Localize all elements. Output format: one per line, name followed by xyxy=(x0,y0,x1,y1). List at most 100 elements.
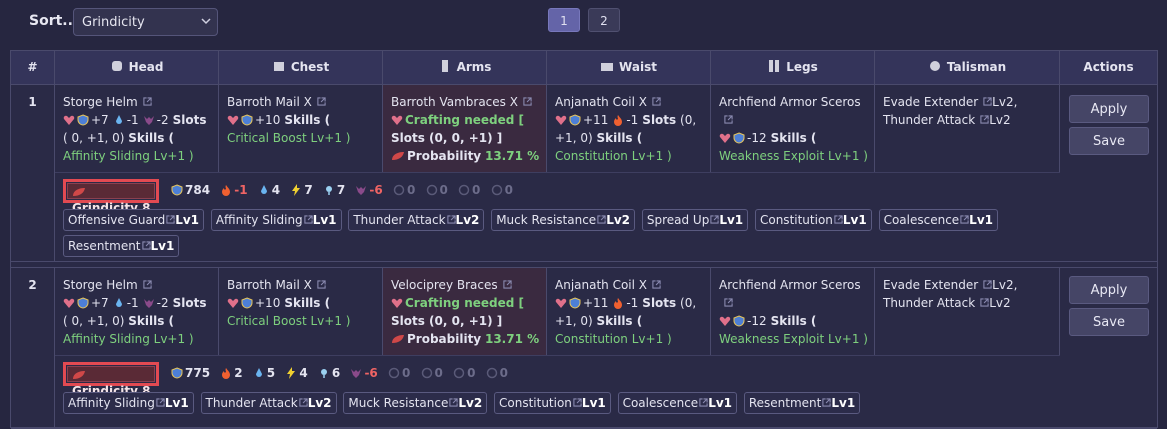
grindicity-icon xyxy=(72,187,86,197)
affinity-icon xyxy=(719,132,731,144)
arms-cell: Velociprey Braces Crafting needed [ Slot… xyxy=(383,268,547,355)
ice-icon xyxy=(318,367,330,379)
header-legs: Legs xyxy=(711,51,875,84)
skill-chip[interactable]: Coalescence Lv1 xyxy=(878,209,998,231)
shield-icon xyxy=(77,297,89,309)
affinity-icon xyxy=(63,297,75,309)
save-button[interactable]: Save xyxy=(1069,308,1149,336)
skill-chip[interactable]: Muck Resistance Lv2 xyxy=(491,209,636,231)
waist-cell: Anjanath Coil X +11 -1 Slots (0, +1, 0) Sk… xyxy=(547,85,711,172)
affinity-icon xyxy=(63,114,75,126)
fire-icon xyxy=(220,184,232,196)
chest-armor-icon xyxy=(273,62,284,71)
skill-chip[interactable]: Constitution Lv1 xyxy=(754,209,872,231)
external-link-icon[interactable] xyxy=(317,97,326,106)
sort-selected-value: Grindicity xyxy=(82,15,145,30)
chest-cell: Barroth Mail X +10 Skills ( Critical Boos… xyxy=(219,268,383,355)
grindicity-badge: Grindicity 8 xyxy=(63,362,159,398)
skill-chip[interactable]: Thunder Attack Lv2 xyxy=(348,209,485,231)
external-link-icon[interactable] xyxy=(503,280,512,289)
fire-icon xyxy=(612,297,624,309)
skill-list: Offensive Guard Lv1 Affinity Sliding Lv1 T… xyxy=(63,209,1053,261)
leg-armor-icon xyxy=(769,60,780,72)
shield-icon xyxy=(241,297,253,309)
row-number: 2 xyxy=(11,268,55,428)
skill-chip[interactable]: Affinity Sliding Lv1 xyxy=(210,209,342,231)
resist-icon xyxy=(426,184,438,196)
head-cell: Storge Helm +7 -1 -2 Slots ( 0, +1, 0) Skil… xyxy=(55,268,219,355)
external-link-icon xyxy=(960,215,969,224)
sort-select[interactable]: Grindicity xyxy=(73,8,218,36)
fire-icon xyxy=(220,367,232,379)
skill-chip[interactable]: Coalescence Lv1 xyxy=(617,392,738,414)
external-link-icon xyxy=(573,398,582,407)
skill-chip[interactable]: Resentment Lv1 xyxy=(63,235,180,257)
external-link-icon xyxy=(449,398,458,407)
shield-icon xyxy=(77,114,89,126)
skill-chip[interactable]: Constitution Lv1 xyxy=(494,392,611,414)
apply-button[interactable]: Apply xyxy=(1069,276,1149,304)
skill-chip[interactable]: Offensive Guard Lv1 xyxy=(63,209,205,231)
apply-button[interactable]: Apply xyxy=(1069,95,1149,123)
resist-icon xyxy=(453,367,465,379)
shield-icon xyxy=(171,367,183,379)
chest-skill: Critical Boost Lv+1 ) xyxy=(227,131,351,145)
arms-piece-name: Barroth Vambraces X xyxy=(391,95,518,109)
summary-stats: 784 -1 4 7 7 -6 0 0 0 0 xyxy=(171,183,519,197)
external-link-icon xyxy=(822,398,831,407)
legs-skill: Weakness Exploit Lv+1 ) xyxy=(719,332,868,346)
chest-piece-name: Barroth Mail X xyxy=(227,278,312,292)
resist-icon xyxy=(393,184,405,196)
affinity-icon xyxy=(391,297,403,309)
external-link-icon xyxy=(166,215,175,224)
external-link-icon[interactable] xyxy=(983,97,992,106)
affinity-icon xyxy=(227,297,239,309)
shield-icon xyxy=(569,114,581,126)
skill-chip[interactable]: Affinity Sliding Lv1 xyxy=(63,392,194,414)
affinity-icon xyxy=(227,114,239,126)
external-link-icon xyxy=(142,241,151,250)
external-link-icon xyxy=(597,215,606,224)
water-drop-icon xyxy=(113,114,125,126)
external-link-icon[interactable] xyxy=(724,115,733,124)
page-button-1[interactable]: 1 xyxy=(548,8,580,32)
waist-piece-name: Anjanath Coil X xyxy=(555,95,648,109)
helm-icon xyxy=(111,61,122,71)
skill-chip[interactable]: Spread Up Lv1 xyxy=(641,209,749,231)
header-waist: Waist xyxy=(547,51,711,84)
row-summary: Grindicity 8 784 -1 4 7 7 -6 0 0 0 0 Off… xyxy=(55,172,1060,262)
external-link-icon[interactable] xyxy=(724,298,733,307)
skill-chip[interactable]: Muck Resistance Lv2 xyxy=(343,392,488,414)
legs-cell: Archfiend Armor Sceros -12 Skills ( Weakn… xyxy=(711,85,875,172)
external-link-icon[interactable] xyxy=(523,97,532,106)
external-link-icon[interactable] xyxy=(652,97,661,106)
external-link-icon[interactable] xyxy=(980,298,989,307)
head-piece-name: Storge Helm xyxy=(63,278,138,292)
dragon-icon xyxy=(143,297,155,309)
resist-icon xyxy=(486,367,498,379)
skill-chip[interactable]: Thunder Attack Lv2 xyxy=(200,392,337,414)
arms-cell: Barroth Vambraces X Crafting needed [ Sl… xyxy=(383,85,547,172)
talisman-cell: Evade Extender Lv2, Thunder Attack Lv2 xyxy=(875,268,1060,355)
external-link-icon[interactable] xyxy=(652,280,661,289)
external-link-icon[interactable] xyxy=(143,280,152,289)
external-link-icon[interactable] xyxy=(143,97,152,106)
external-link-icon[interactable] xyxy=(317,280,326,289)
header-actions: Actions xyxy=(1083,60,1134,74)
page-button-2[interactable]: 2 xyxy=(588,8,620,32)
save-button[interactable]: Save xyxy=(1069,127,1149,155)
external-link-icon[interactable] xyxy=(983,280,992,289)
external-link-icon xyxy=(304,215,313,224)
fire-icon xyxy=(612,114,624,126)
shield-icon xyxy=(241,114,253,126)
table-header: # Head Chest Arms Waist Legs Talisman Ac… xyxy=(11,51,1157,85)
external-link-icon[interactable] xyxy=(980,115,989,124)
dragon-icon xyxy=(355,184,367,196)
actions-cell: Apply Save xyxy=(1060,85,1157,261)
talisman-icon xyxy=(929,61,940,71)
arms-piece-name: Velociprey Braces xyxy=(391,278,498,292)
waist-skill: Constitution Lv+1 ) xyxy=(555,149,672,163)
shield-icon xyxy=(733,132,745,144)
skill-chip[interactable]: Resentment Lv1 xyxy=(743,392,861,414)
head-piece-name: Storge Helm xyxy=(63,95,138,109)
